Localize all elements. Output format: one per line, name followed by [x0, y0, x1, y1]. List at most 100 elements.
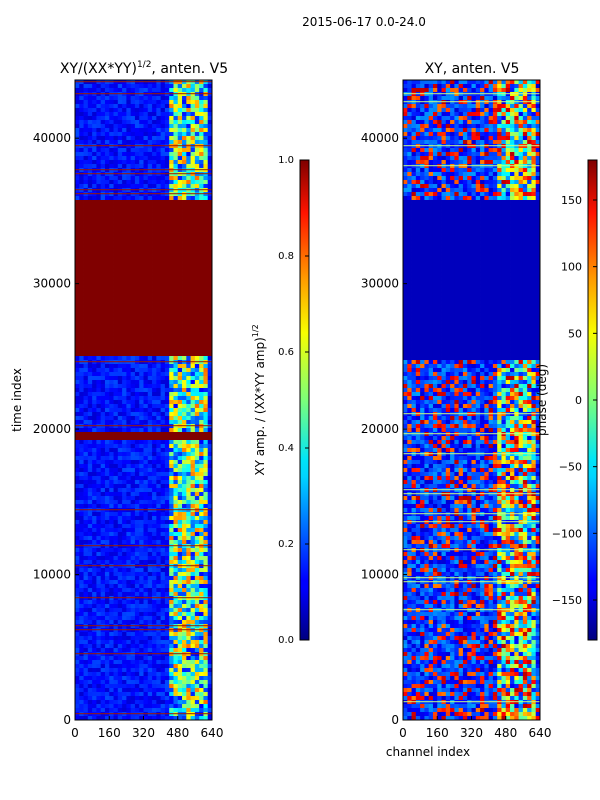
heatmap-cell: [130, 560, 136, 565]
heatmap-cell: [83, 320, 89, 325]
heatmap-cell: [203, 536, 209, 541]
heatmap-cell: [143, 108, 149, 113]
heatmap-cell: [104, 252, 110, 257]
heatmap-cell: [190, 276, 196, 281]
heatmap-cell: [87, 212, 93, 217]
heatmap-cell: [104, 232, 110, 237]
heatmap-cell: [104, 356, 110, 361]
heatmap-cell: [160, 472, 166, 477]
heatmap-cell: [100, 528, 106, 533]
heatmap-cell: [83, 496, 89, 501]
heatmap-cell: [117, 668, 123, 673]
heatmap-cell: [147, 520, 153, 525]
heatmap-cell: [130, 416, 136, 421]
heatmap-cell: [182, 332, 187, 337]
heatmap-cell: [152, 688, 157, 693]
heatmap-cell: [169, 304, 174, 309]
heatmap-cell: [75, 88, 80, 93]
heatmap-cell: [173, 136, 179, 141]
heatmap-cell: [177, 608, 183, 613]
heatmap-cell: [104, 108, 110, 113]
heatmap-cell: [207, 500, 212, 505]
heatmap-cell: [92, 696, 97, 701]
heatmap-cell: [207, 432, 212, 437]
heatmap-cell: [207, 600, 212, 605]
heatmap-row-streak: [75, 189, 212, 191]
heatmap-cell: [182, 308, 187, 313]
heatmap-cell: [113, 440, 119, 445]
heatmap-cell: [104, 140, 110, 145]
heatmap-cell: [152, 108, 157, 113]
heatmap-cell: [177, 408, 183, 413]
heatmap-cell: [152, 668, 157, 673]
heatmap-cell: [87, 348, 93, 353]
heatmap-cell: [130, 532, 136, 537]
heatmap-cell: [100, 300, 106, 305]
heatmap-cell: [92, 260, 97, 265]
heatmap-cell: [96, 524, 102, 529]
heatmap-cell: [164, 324, 170, 329]
heatmap-cell: [92, 428, 97, 433]
heatmap-cell: [130, 688, 136, 693]
heatmap-cell: [130, 308, 136, 313]
heatmap-cell: [203, 264, 209, 269]
heatmap-cell: [96, 264, 102, 269]
heatmap-cell: [203, 200, 209, 205]
heatmap-cell: [169, 556, 174, 561]
heatmap-cell: [190, 328, 196, 333]
heatmap-cell: [83, 184, 89, 189]
heatmap-cell: [194, 680, 200, 685]
heatmap-cell: [169, 156, 174, 161]
heatmap-cell: [169, 152, 174, 157]
heatmap-cell: [173, 556, 179, 561]
heatmap-cell: [113, 404, 119, 409]
heatmap-cell: [207, 384, 212, 389]
heatmap-cell: [190, 648, 196, 653]
heatmap-cell: [156, 420, 162, 425]
heatmap-cell: [96, 384, 102, 389]
heatmap-cell: [173, 160, 179, 165]
heatmap-cell: [207, 204, 212, 209]
heatmap-cell: [100, 316, 106, 321]
heatmap-cell: [122, 184, 127, 189]
heatmap-cell: [194, 604, 200, 609]
heatmap-cell: [164, 232, 170, 237]
heatmap-cell: [134, 324, 140, 329]
heatmap-cell: [207, 236, 212, 241]
heatmap-cell: [194, 608, 200, 613]
heatmap-cell: [182, 552, 187, 557]
heatmap-cell: [134, 404, 140, 409]
heatmap-cell: [113, 572, 119, 577]
heatmap-cell: [126, 232, 132, 237]
heatmap-cell: [199, 388, 204, 393]
heatmap-cell: [130, 656, 136, 661]
heatmap-cell: [207, 304, 212, 309]
heatmap-cell: [177, 672, 183, 677]
heatmap-cell: [147, 632, 153, 637]
heatmap-cell: [134, 416, 140, 421]
heatmap-cell: [75, 140, 80, 145]
heatmap-cell: [177, 224, 183, 229]
heatmap-cell: [83, 532, 89, 537]
heatmap-cell: [117, 524, 123, 529]
heatmap-cell: [139, 460, 144, 465]
heatmap-cell: [190, 88, 196, 93]
heatmap-cell: [169, 332, 174, 337]
heatmap-cell: [96, 388, 102, 393]
heatmap-cell: [160, 504, 166, 509]
heatmap-cell: [75, 252, 80, 257]
heatmap-cell: [177, 468, 183, 473]
heatmap-cell: [87, 344, 93, 349]
heatmap-cell: [160, 584, 166, 589]
heatmap-cell: [130, 404, 136, 409]
heatmap-cell: [75, 488, 80, 493]
heatmap-cell: [177, 220, 183, 225]
heatmap-cell: [100, 120, 106, 125]
heatmap-cell: [199, 156, 204, 161]
heatmap-cell: [104, 164, 110, 169]
heatmap-cell: [186, 504, 191, 509]
heatmap-cell: [83, 264, 89, 269]
heatmap-cell: [126, 556, 132, 561]
heatmap-cell: [156, 264, 162, 269]
heatmap-cell: [79, 388, 84, 393]
